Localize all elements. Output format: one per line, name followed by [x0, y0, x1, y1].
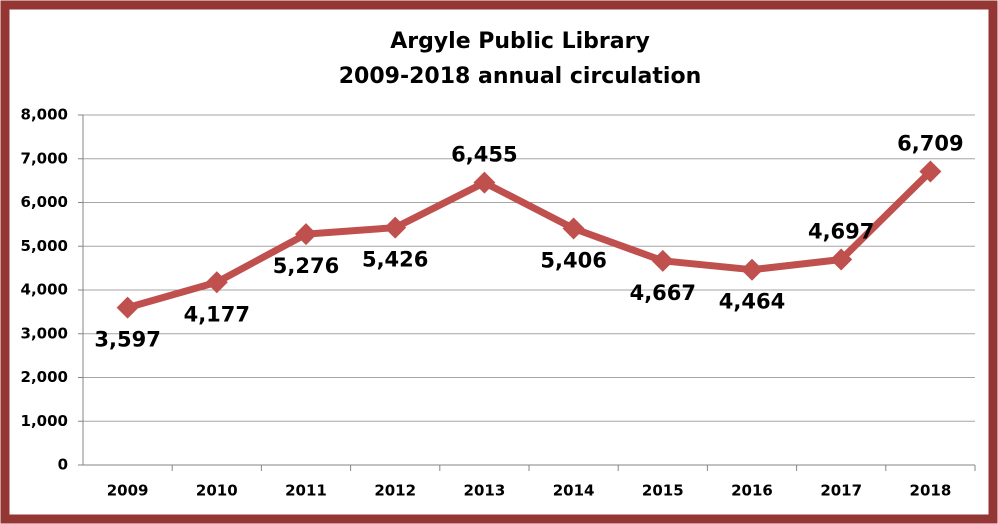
x-tick-label: 2016	[731, 482, 773, 500]
data-label: 5,406	[540, 248, 606, 272]
chart-title: Argyle Public Library	[390, 29, 650, 54]
x-tick-label: 2011	[285, 482, 327, 500]
y-tick-label: 5,000	[21, 237, 68, 255]
x-tick-label: 2015	[642, 482, 684, 500]
marker	[116, 296, 139, 319]
series-line	[126, 168, 933, 311]
y-tick-label: 0	[58, 456, 68, 474]
y-tick-label: 3,000	[21, 324, 68, 342]
marker	[919, 160, 942, 183]
y-tick-label: 8,000	[21, 106, 68, 124]
x-tick-label: 2014	[553, 482, 595, 500]
y-tick-label: 1,000	[21, 412, 68, 430]
data-label: 6,709	[897, 131, 963, 155]
x-tick-label: 2009	[107, 482, 149, 500]
marker	[384, 216, 407, 239]
y-tick-label: 2,000	[21, 368, 68, 386]
x-tick-label: 2012	[374, 482, 416, 500]
chart-title: 2009-2018 annual circulation	[339, 64, 701, 89]
marker	[830, 248, 853, 271]
y-tick-label: 6,000	[21, 193, 68, 211]
data-label: 4,464	[719, 290, 785, 314]
x-tick-label: 2018	[910, 482, 952, 500]
y-tick-label: 7,000	[21, 149, 68, 167]
data-label: 4,667	[630, 281, 696, 305]
data-label: 6,455	[451, 143, 517, 167]
marker	[741, 258, 763, 281]
x-tick-label: 2017	[820, 482, 862, 500]
data-label: 4,177	[184, 302, 250, 326]
marker	[205, 271, 228, 294]
x-tick-label: 2010	[196, 482, 238, 500]
data-label: 5,276	[273, 254, 339, 278]
data-label: 5,426	[362, 248, 428, 272]
marker	[651, 249, 674, 272]
data-label: 3,597	[94, 328, 160, 352]
marker	[295, 223, 317, 246]
x-tick-label: 2013	[464, 482, 506, 500]
y-tick-label: 4,000	[21, 281, 68, 299]
marker	[562, 217, 585, 240]
data-label: 4,697	[808, 220, 874, 244]
marker	[473, 171, 496, 194]
